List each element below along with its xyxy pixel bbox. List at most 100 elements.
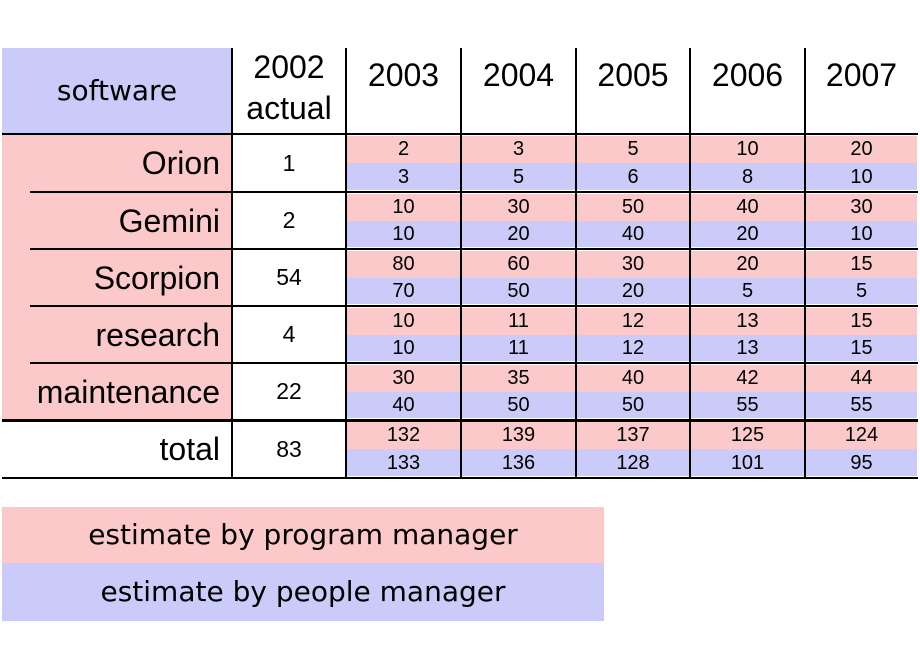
program-cell-bg [806,422,917,449]
program-cell-bg [806,251,917,278]
people-estimate: 5 [741,280,754,303]
people-cell-bg [577,163,689,190]
people-estimate: 10 [850,166,873,188]
people-cell-bg [806,220,917,247]
program-cell-bg [691,365,804,392]
program-cell-bg [691,136,804,163]
name-column-bg [2,134,232,420]
people-estimate: 5 [855,280,868,303]
people-estimate: 95 [850,452,873,474]
people-cell-bg [806,277,917,304]
row-name: Scorpion [93,259,220,296]
program-estimate: 42 [736,366,759,389]
people-estimate: 11 [508,337,529,360]
people-cell-bg [691,391,804,418]
program-estimate: 2 [397,138,410,160]
people-cell-bg [577,277,689,304]
people-estimate: 70 [392,280,415,303]
people-estimate: 8 [741,166,754,188]
row-name: research [95,316,221,353]
program-estimate: 30 [850,195,873,218]
people-cell-bg [691,449,804,476]
bottom-rule [2,477,918,479]
actual-value: 54 [276,264,302,290]
header-label: 2007 [825,57,898,93]
people-estimate: 133 [386,452,421,474]
people-estimate: 6 [627,166,639,188]
column-rule [231,48,233,478]
header-label: software [56,74,178,107]
people-estimate: 136 [501,452,536,474]
people-estimate: 10 [392,223,415,246]
header-label: 2005 [597,57,669,93]
program-cell-bg [577,365,689,392]
program-estimate: 10 [736,138,759,160]
program-cell-bg [577,422,689,449]
program-cell-bg [691,194,804,221]
people-cell-bg [577,449,689,476]
actual-value: 83 [276,435,302,462]
people-cell-bg [347,163,460,190]
people-estimate: 101 [730,452,765,474]
actual-value: 22 [276,378,302,404]
actual-value: 2 [282,207,296,233]
people-cell-bg [462,391,575,418]
people-estimate: 10 [850,223,873,246]
program-estimate: 80 [392,252,415,275]
program-estimate: 139 [501,424,536,446]
people-estimate: 55 [736,394,759,417]
people-cell-bg [347,277,460,304]
people-cell-bg [577,220,689,247]
legend-label: estimate by people manager [100,575,506,608]
program-cell-bg [462,422,575,449]
legend-label: estimate by program manager [88,518,518,551]
people-cell-bg [577,391,689,418]
row-name: total [159,431,220,467]
people-cell-bg [691,220,804,247]
people-cell-bg [806,334,917,361]
program-estimate: 35 [507,366,530,389]
people-estimate: 15 [850,337,873,360]
program-estimate: 40 [736,195,759,218]
actual-value: 4 [282,321,296,347]
header-cell-bg [2,48,232,134]
column-rule [345,48,347,478]
program-estimate: 30 [507,195,530,218]
column-rule [575,48,577,478]
program-cell-bg [691,251,804,278]
program-estimate: 30 [392,366,415,389]
people-cell-bg [347,220,460,247]
people-estimate: 50 [507,280,530,303]
program-cell-bg [347,308,460,335]
legend-program-bg [2,507,604,563]
program-cell-bg [347,365,460,392]
program-estimate: 125 [730,424,765,446]
people-estimate: 50 [621,394,645,417]
program-cell-bg [577,251,689,278]
people-cell-bg [806,449,917,476]
program-estimate: 137 [616,424,650,446]
row-rule [30,305,918,307]
people-cell-bg [462,277,575,304]
people-cell-bg [347,449,460,476]
program-estimate: 12 [621,309,645,332]
header-label: 2006 [711,57,784,93]
row-name: Orion [141,145,220,181]
program-estimate: 20 [736,252,759,275]
people-cell-bg [462,163,575,190]
people-estimate: 20 [621,280,645,303]
column-rule [689,48,691,478]
program-cell-bg [806,136,917,163]
header-label: 2004 [482,57,555,93]
program-cell-bg [806,308,917,335]
actual-value: 1 [282,149,296,176]
column-rule [804,48,806,478]
program-cell-bg [462,308,575,335]
people-cell-bg [347,391,460,418]
row-name: Gemini [118,202,220,239]
program-cell-bg [347,251,460,278]
program-estimate: 30 [621,252,645,275]
program-cell-bg [347,422,460,449]
people-estimate: 40 [621,223,645,246]
program-estimate: 60 [507,252,530,275]
